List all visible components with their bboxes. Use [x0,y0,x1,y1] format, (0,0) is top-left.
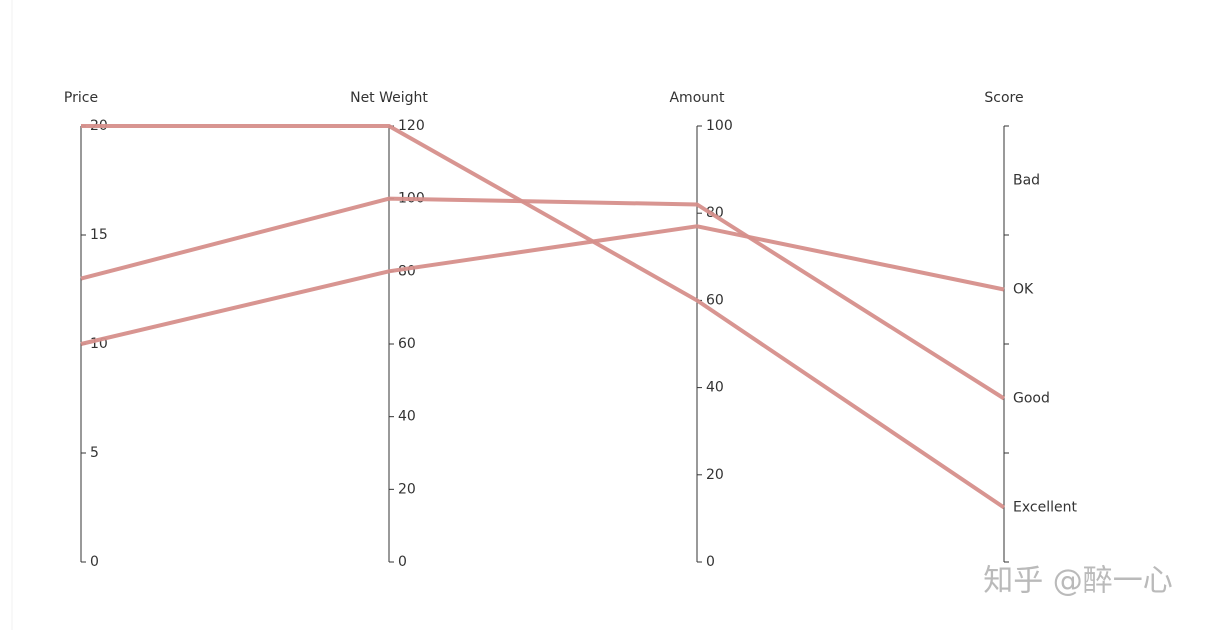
axis-label: 0 [398,554,407,570]
axis-label: 100 [706,118,733,134]
axis-name: Amount [669,90,725,106]
axis-label: 0 [706,554,715,570]
axis-label: 20 [398,481,416,497]
axis-label: 60 [398,336,416,352]
axis-name: Score [984,90,1023,106]
axis-name: Price [64,90,98,106]
data-line [80,196,1006,401]
axis-label: 60 [706,292,724,308]
axis-label: 5 [90,445,99,461]
axis-label: 20 [706,467,724,483]
axis-label: 15 [90,227,108,243]
axis-label: Bad [1013,173,1040,189]
watermark: 知乎 @醉一心 [983,564,1173,599]
data-line [81,124,1006,510]
axis-label: OK [1013,282,1034,298]
axis-label: 40 [706,380,724,396]
axis-label: Excellent [1013,500,1077,516]
data-line [80,224,1005,346]
axis-label: 120 [398,118,425,134]
axis-label: 0 [90,554,99,570]
axis-label: Good [1013,391,1050,407]
axis-name: Net Weight [350,90,428,106]
axis-label: 40 [398,409,416,425]
